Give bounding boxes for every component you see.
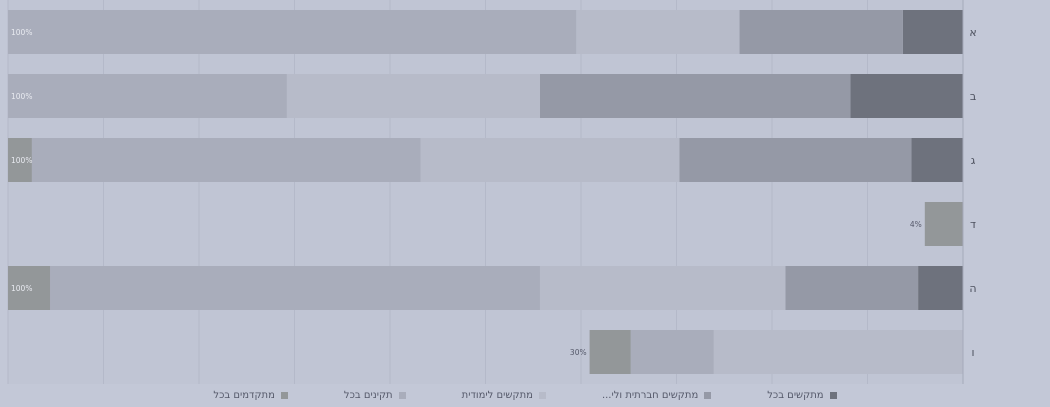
- bar-segment: [576, 10, 740, 54]
- category-label: ד: [970, 218, 976, 231]
- legend: מתקשים בכל מתקשים חברתית ולי... מתקשים לימ…: [0, 390, 1050, 401]
- legend-swatch: [280, 392, 288, 399]
- legend-swatch: [538, 392, 546, 399]
- bar-segment: [8, 138, 32, 182]
- legend-label: מתקדמים בכל: [213, 390, 275, 401]
- data-label: 100%: [11, 92, 32, 101]
- bar-segment: [8, 266, 51, 310]
- bar-segment: [713, 330, 963, 374]
- legend-label: מתקשים בכל: [767, 390, 824, 401]
- category-label: א: [969, 26, 976, 39]
- legend-item: מתקשים חברתית ולי...: [601, 390, 712, 401]
- legend-label: מתקשים חברתית ולי...: [601, 390, 699, 401]
- data-label: 100%: [11, 156, 32, 165]
- bar-segment: [286, 74, 540, 118]
- bar-segment: [630, 330, 714, 374]
- legend-swatch: [704, 392, 712, 399]
- category-label: ג: [971, 154, 976, 167]
- data-label: 4%: [910, 220, 922, 229]
- bar-segment: [911, 138, 963, 182]
- data-label: 100%: [11, 284, 32, 293]
- bar-segment: [918, 266, 963, 310]
- category-label: ה: [969, 282, 976, 295]
- legend-item: מתקשים בכל: [767, 390, 837, 401]
- bar-segment: [589, 330, 631, 374]
- bar-segment: [8, 10, 577, 54]
- bar-segment: [50, 266, 540, 310]
- legend-label: תקינים בכל: [343, 390, 393, 401]
- data-label: 100%: [11, 28, 32, 37]
- bar-segment: [739, 10, 903, 54]
- bar-segment: [924, 202, 963, 246]
- bar-segment: [8, 74, 287, 118]
- bar-segment: [539, 266, 786, 310]
- legend-item: מתקשים לימודית: [462, 390, 546, 401]
- bar-segment: [539, 74, 851, 118]
- category-label: ב: [970, 90, 976, 103]
- bar-segment: [785, 266, 919, 310]
- category-label: ו: [972, 346, 975, 359]
- bar-segment: [679, 138, 912, 182]
- bar-segment: [902, 10, 963, 54]
- bar-segment: [31, 138, 421, 182]
- legend-swatch: [398, 392, 406, 399]
- legend-item: מתקדמים בכל: [213, 390, 288, 401]
- bar-segment: [850, 74, 963, 118]
- data-label: 30%: [570, 348, 587, 357]
- bar-segment: [420, 138, 680, 182]
- legend-swatch: [829, 392, 837, 399]
- legend-item: תקינים בכל: [344, 390, 406, 401]
- legend-label: מתקשים לימודית: [461, 390, 533, 401]
